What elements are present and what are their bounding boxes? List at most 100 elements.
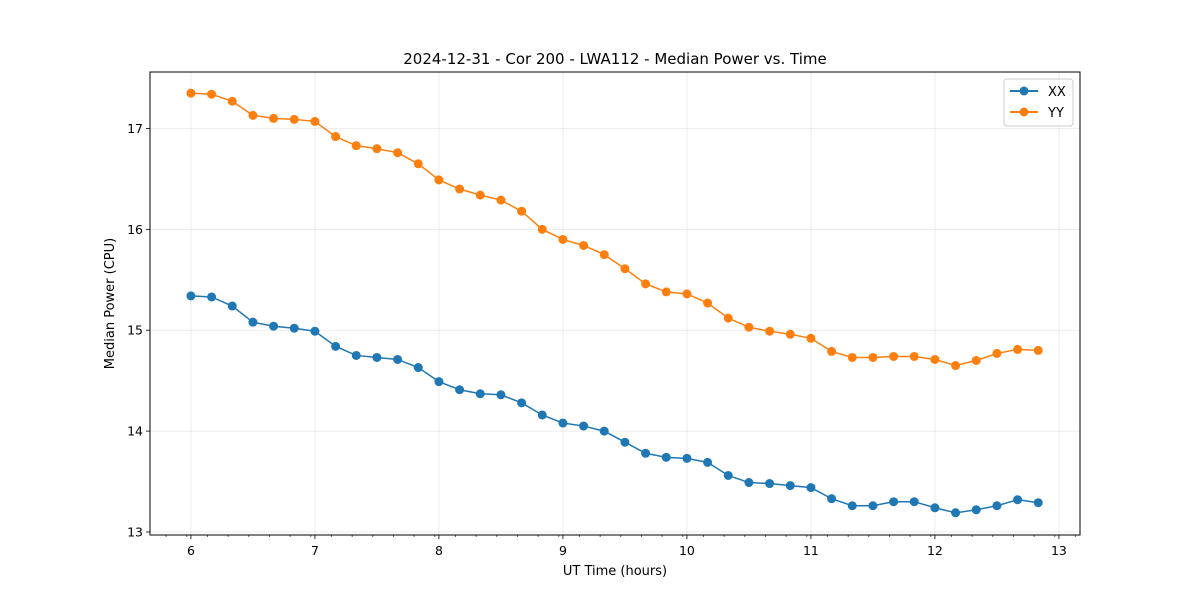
- data-point-yy: [951, 361, 961, 371]
- data-point-xx: [744, 478, 754, 488]
- y-tick-label: 16: [127, 222, 143, 237]
- x-tick-label: 10: [679, 543, 695, 558]
- x-tick-label: 8: [435, 543, 443, 558]
- data-point-xx: [207, 292, 217, 302]
- data-point-xx: [599, 426, 609, 436]
- data-point-yy: [682, 289, 692, 299]
- data-point-xx: [1033, 498, 1043, 508]
- data-point-yy: [785, 329, 795, 339]
- data-point-xx: [310, 326, 320, 336]
- data-point-yy: [537, 224, 547, 234]
- x-tick-label: 7: [311, 543, 319, 558]
- plot-frame: [149, 71, 1081, 536]
- data-point-yy: [310, 116, 320, 126]
- data-point-xx: [393, 354, 403, 364]
- data-point-xx: [455, 385, 465, 395]
- data-point-yy: [1013, 344, 1023, 354]
- legend-label-yy: YY: [1047, 106, 1064, 121]
- data-point-xx: [248, 317, 258, 327]
- data-point-xx: [537, 410, 547, 420]
- series-lines: [186, 88, 1043, 518]
- data-point-yy: [827, 346, 837, 356]
- data-point-yy: [227, 96, 237, 106]
- data-point-yy: [475, 190, 485, 200]
- y-tick-label: 17: [127, 121, 143, 136]
- y-axis-label: Median Power (CPU): [103, 238, 118, 369]
- data-point-yy: [207, 89, 217, 99]
- data-point-xx: [889, 497, 899, 507]
- data-point-xx: [847, 501, 857, 511]
- data-point-yy: [723, 313, 733, 323]
- data-point-yy: [765, 326, 775, 336]
- data-point-yy: [517, 206, 527, 216]
- y-tick-label: 13: [127, 524, 143, 539]
- data-point-xx: [992, 501, 1002, 511]
- x-tick-label: 9: [559, 543, 567, 558]
- data-point-xx: [434, 377, 444, 387]
- y-tick-label: 15: [127, 323, 143, 338]
- data-point-xx: [579, 421, 589, 431]
- data-point-yy: [1033, 345, 1043, 355]
- data-point-yy: [868, 352, 878, 362]
- data-point-xx: [372, 352, 382, 362]
- data-point-yy: [992, 348, 1002, 358]
- data-point-xx: [413, 363, 423, 373]
- data-point-yy: [703, 298, 713, 308]
- data-point-xx: [496, 390, 506, 400]
- data-point-yy: [847, 352, 857, 362]
- data-point-yy: [579, 240, 589, 250]
- data-point-xx: [517, 398, 527, 408]
- data-point-xx: [703, 457, 713, 467]
- data-point-yy: [289, 114, 299, 124]
- data-point-yy: [331, 132, 341, 142]
- y-tick-label: 14: [127, 424, 143, 439]
- data-point-yy: [806, 333, 816, 343]
- data-point-yy: [269, 113, 279, 123]
- data-point-yy: [351, 141, 361, 151]
- data-point-xx: [186, 291, 196, 301]
- axis-ticks: 6 7 8 9 10 11 12 13 13 14 15 16 17: [127, 121, 1076, 558]
- data-point-yy: [889, 351, 899, 361]
- chart-title: 2024-12-31 - Cor 200 - LWA112 - Median P…: [403, 50, 827, 68]
- x-tick-label: 11: [803, 543, 819, 558]
- data-point-yy: [455, 184, 465, 194]
- x-tick-label: 6: [187, 543, 195, 558]
- data-point-yy: [393, 148, 403, 158]
- data-point-xx: [868, 501, 878, 511]
- data-point-xx: [289, 323, 299, 333]
- data-point-xx: [227, 301, 237, 311]
- legend-marker-yy: [1019, 107, 1029, 117]
- data-point-xx: [641, 448, 651, 458]
- data-point-xx: [806, 483, 816, 493]
- data-point-yy: [186, 88, 196, 98]
- data-point-yy: [558, 234, 568, 244]
- legend: XX YY: [1003, 78, 1074, 127]
- data-point-xx: [558, 418, 568, 428]
- data-point-yy: [372, 144, 382, 154]
- data-point-xx: [785, 481, 795, 491]
- data-point-yy: [930, 354, 940, 364]
- data-point-xx: [765, 479, 775, 489]
- data-point-yy: [620, 264, 630, 274]
- data-point-xx: [661, 452, 671, 462]
- x-axis-label: UT Time (hours): [563, 564, 667, 579]
- data-point-xx: [331, 341, 341, 351]
- data-point-yy: [496, 195, 506, 205]
- data-point-yy: [744, 322, 754, 332]
- data-point-xx: [930, 503, 940, 513]
- data-point-xx: [827, 494, 837, 504]
- x-tick-label: 13: [1051, 543, 1067, 558]
- data-point-yy: [971, 355, 981, 365]
- data-point-xx: [269, 321, 279, 331]
- data-point-xx: [723, 470, 733, 480]
- data-point-yy: [434, 175, 444, 185]
- data-point-yy: [641, 279, 651, 289]
- data-point-xx: [682, 453, 692, 463]
- data-point-xx: [971, 505, 981, 515]
- legend-label-xx: XX: [1048, 85, 1066, 100]
- data-point-xx: [1013, 495, 1023, 505]
- data-point-xx: [475, 389, 485, 399]
- legend-marker-xx: [1019, 86, 1029, 96]
